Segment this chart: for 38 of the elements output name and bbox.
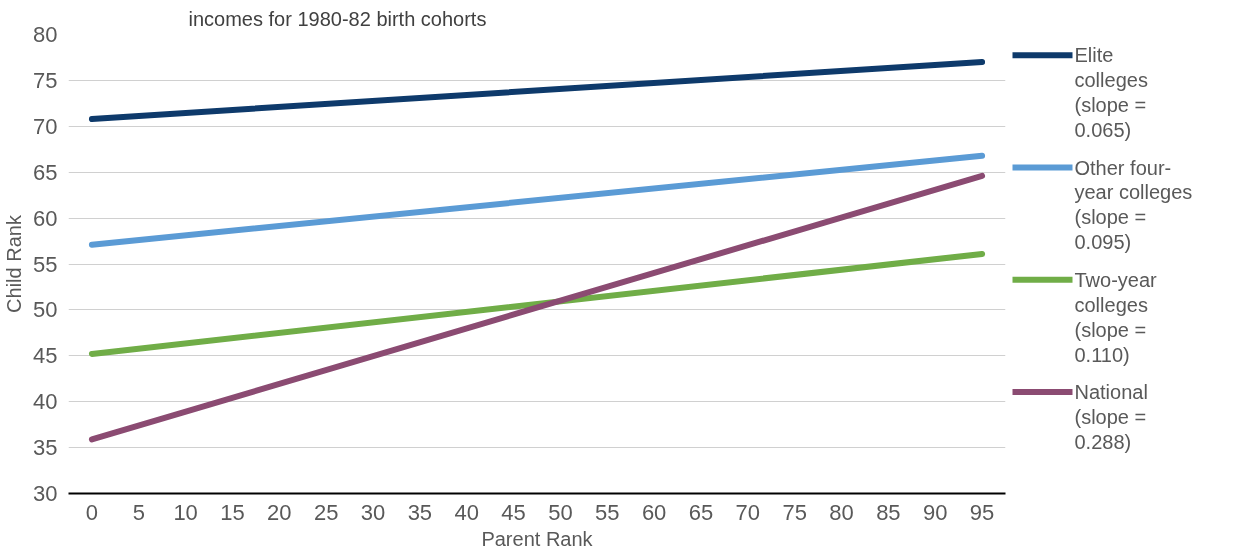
x-tick-label: 55 (595, 499, 620, 525)
x-tick-label: 95 (969, 499, 995, 525)
x-tick-label: 50 (548, 499, 573, 525)
x-tick-label: 90 (922, 499, 948, 525)
y-axis-title: Child Rank (3, 214, 26, 313)
x-tick-label: 45 (501, 499, 526, 525)
y-tick-label: 30 (33, 481, 58, 506)
legend-label: National (slope = 0.288) (1074, 381, 1148, 453)
x-tick-label: 70 (735, 499, 761, 525)
chart-title: incomes for 1980-82 birth cohorts (188, 7, 487, 30)
y-tick-label: 40 (33, 389, 58, 415)
x-tick-label: 60 (641, 499, 667, 525)
x-tick-label: 85 (876, 499, 901, 525)
legend-label: Two-year colleges (slope = 0.110) (1074, 268, 1158, 366)
x-tick-label: 25 (313, 499, 339, 525)
y-tick-label: 55 (33, 251, 58, 277)
x-tick-label: 0 (85, 499, 99, 525)
y-tick-label: 80 (33, 22, 58, 47)
legend-label: Other four-year colleges (slope = 0.095) (1074, 156, 1193, 254)
x-tick-label: 65 (688, 499, 714, 525)
x-tick-label: 80 (829, 499, 854, 525)
x-tick-label: 30 (360, 499, 386, 525)
x-axis-title: Parent Rank (481, 527, 594, 550)
y-tick-label: 60 (33, 205, 58, 231)
y-tick-label: 65 (33, 159, 58, 185)
y-tick-label: 75 (33, 67, 58, 93)
y-tick-label: 45 (33, 343, 58, 369)
x-tick-label: 35 (407, 499, 433, 525)
x-tick-label: 5 (132, 499, 145, 525)
legend-label: Elite colleges (slope = 0.065) (1074, 44, 1148, 142)
y-tick-label: 35 (33, 435, 58, 461)
x-tick-label: 20 (267, 499, 292, 525)
x-tick-label: 40 (454, 499, 479, 525)
y-tick-label: 50 (33, 297, 58, 323)
x-tick-label: 10 (173, 499, 198, 525)
x-tick-label: 75 (782, 499, 807, 525)
x-tick-label: 15 (220, 499, 245, 525)
y-tick-label: 70 (33, 113, 58, 139)
